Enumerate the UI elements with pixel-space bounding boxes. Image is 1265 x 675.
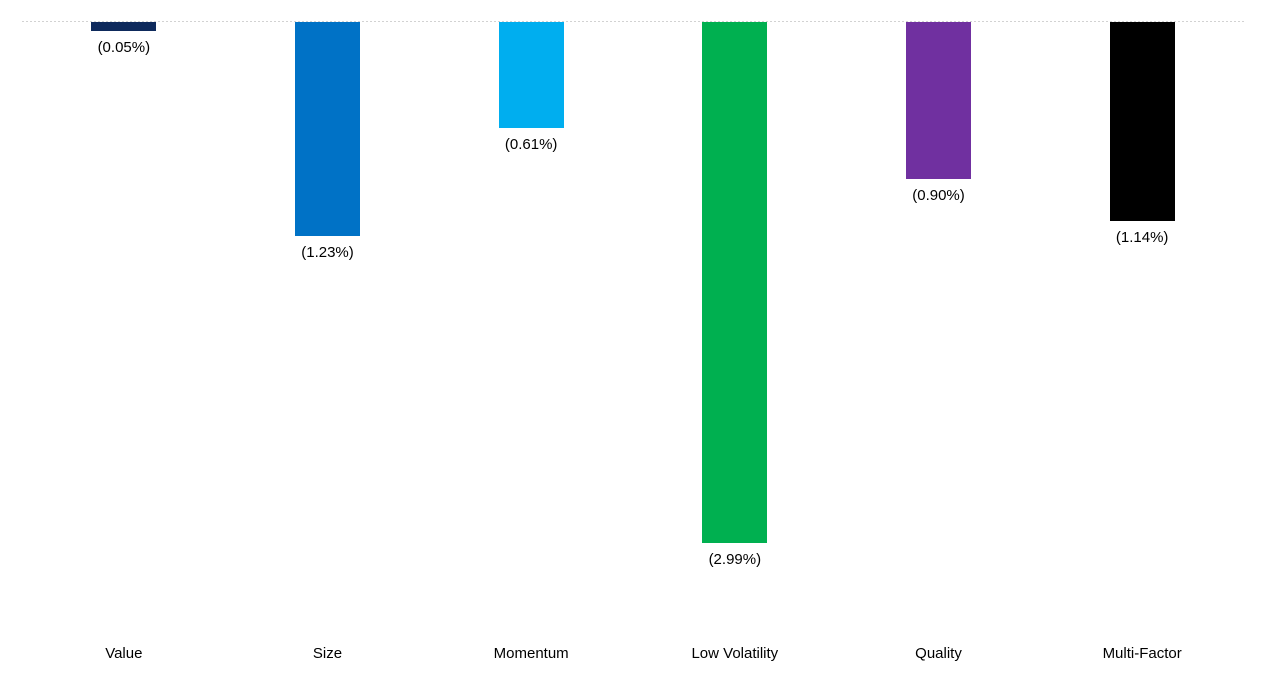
category-label-low-volatility: Low Volatility	[691, 645, 779, 662]
category-label-momentum: Momentum	[493, 645, 569, 662]
category-label-multi-factor: Multi-Factor	[1102, 645, 1182, 662]
bar-quality	[906, 22, 971, 179]
bar-momentum	[498, 22, 564, 128]
bar-low-volatility	[702, 22, 768, 543]
bar-column-value: (0.05%)	[59, 22, 189, 57]
value-label-momentum: (0.61%)	[504, 136, 558, 153]
value-label-value: (0.05%)	[97, 39, 151, 56]
bar-multi-factor	[1109, 22, 1175, 221]
value-label-multi-factor: (1.14%)	[1115, 229, 1169, 246]
category-label-quality: Quality	[915, 645, 962, 662]
value-label-low-volatility: (2.99%)	[708, 551, 762, 568]
bar-column-multi-factor: (1.14%)	[1077, 22, 1207, 247]
bar-column-momentum: (0.61%)	[466, 22, 596, 154]
category-label-value: Value	[105, 645, 143, 662]
bar-column-quality: (0.90%)	[874, 22, 1004, 205]
bar-size	[295, 22, 360, 236]
zero-baseline	[22, 21, 1244, 22]
value-label-quality: (0.90%)	[912, 187, 965, 204]
bar-column-size: (1.23%)	[263, 22, 393, 262]
category-label-size: Size	[312, 645, 343, 662]
value-label-size: (1.23%)	[301, 244, 354, 261]
bar-value	[91, 22, 157, 31]
bar-column-low-volatility: (2.99%)	[670, 22, 800, 569]
